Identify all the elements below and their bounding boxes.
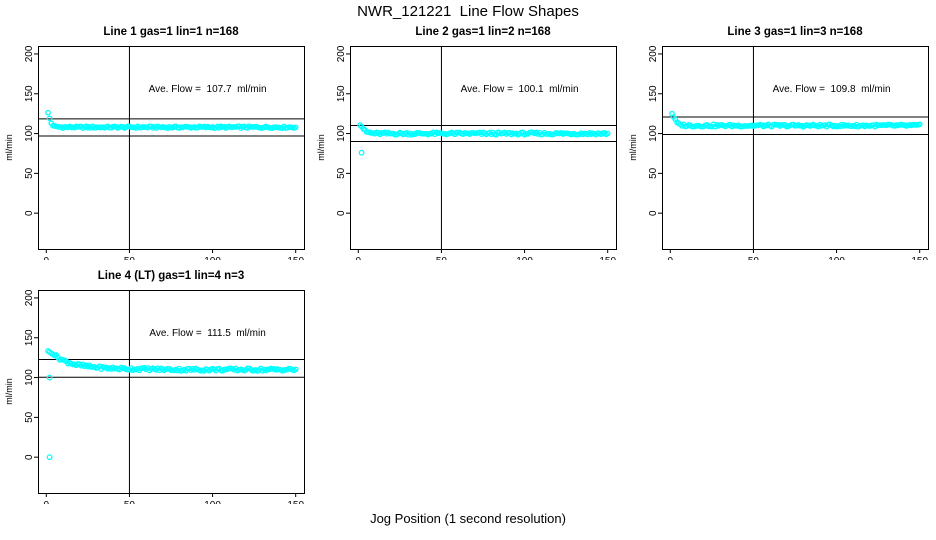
ave-flow-annotation: Ave. Flow = 109.8 ml/min: [773, 84, 891, 95]
x-tick-label: 50: [436, 256, 448, 260]
y-tick-label: 0: [648, 210, 659, 216]
x-tick-label: 0: [668, 256, 674, 260]
y-tick-label: 200: [24, 289, 35, 306]
x-tick-label: 100: [828, 256, 845, 260]
flow-point: [45, 109, 51, 116]
x-tick-label: 100: [516, 256, 533, 260]
plot-box: [38, 46, 305, 250]
flow-outlier-point: [46, 454, 53, 461]
ave-flow-annotation: Ave. Flow = 107.7 ml/min: [149, 84, 267, 95]
ave-flow-annotation: Ave. Flow = 111.5 ml/min: [149, 328, 265, 339]
x-tick-label: 150: [911, 256, 928, 260]
y-axis-label: ml/min: [4, 134, 14, 161]
figure-xlabel: Jog Position (1 second resolution): [370, 511, 566, 526]
x-tick-label: 100: [204, 256, 221, 260]
x-axis: 0 50 100 150: [356, 249, 616, 260]
x-axis: 0 50 100 150: [668, 249, 928, 260]
data-points: [45, 109, 299, 131]
flow-point: [604, 130, 611, 137]
subplot-cell-line-3: 0 50 100 150 0 50 100 150 200 ml/min Line 3 gas=1 …: [624, 16, 936, 260]
subplot-cell-line-1: 0 50 100 150 0 50 100 150 200 ml/min Line 1 gas=1 …: [0, 16, 312, 260]
y-axis-label: ml/min: [316, 134, 326, 161]
y-tick-label: 0: [24, 210, 35, 216]
y-tick-label: 200: [648, 45, 659, 62]
x-axis: 0 50 100 150: [44, 493, 304, 504]
y-tick-label: 100: [648, 125, 659, 142]
plot-box: [38, 290, 305, 494]
y-axis: 0 50 100 150 200: [648, 45, 662, 216]
y-tick-label: 100: [24, 369, 35, 386]
subplot-title: Line 2 gas=1 lin=2 n=168: [415, 26, 551, 38]
flow-outlier-point: [46, 374, 53, 381]
figure-title: NWR_121221 Line Flow Shapes: [357, 3, 579, 20]
flow-point: [292, 124, 299, 131]
x-tick-label: 0: [44, 256, 50, 260]
y-tick-label: 0: [24, 454, 35, 460]
x-tick-label: 150: [287, 256, 304, 260]
plot-box: [662, 46, 929, 250]
data-points: [669, 110, 923, 130]
y-tick-label: 50: [336, 167, 347, 179]
x-tick-label: 150: [599, 256, 616, 260]
y-axis-label: ml/min: [628, 134, 638, 161]
y-tick-label: 150: [24, 85, 35, 102]
y-tick-label: 200: [24, 45, 35, 62]
y-tick-label: 100: [24, 125, 35, 142]
x-tick-label: 0: [44, 500, 50, 504]
subplot-line-3: 0 50 100 150 0 50 100 150 200 ml/min Line 3 gas=1 …: [628, 26, 929, 260]
flow-point: [46, 115, 53, 122]
subplot-title: Line 3 gas=1 lin=3 n=168: [727, 26, 863, 38]
y-tick-label: 150: [336, 85, 347, 102]
y-tick-label: 50: [24, 167, 35, 179]
data-points: [45, 348, 299, 461]
subplot-cell-line-4: 0 50 100 150 0 50 100 150 200 ml/min Line 4 (LT) g…: [0, 260, 312, 504]
y-tick-label: 50: [24, 411, 35, 423]
x-tick-label: 50: [124, 256, 136, 260]
subplot-line-4: 0 50 100 150 0 50 100 150 200 ml/min Line 4 (LT) g…: [4, 270, 305, 504]
subplot-title: Line 1 gas=1 lin=1 n=168: [103, 26, 239, 38]
x-axis: 0 50 100 150: [44, 249, 304, 260]
flow-outlier-point: [358, 149, 365, 156]
x-tick-label: 100: [204, 500, 221, 504]
ave-flow-annotation: Ave. Flow = 100.1 ml/min: [461, 84, 579, 95]
y-tick-label: 150: [24, 329, 35, 346]
y-axis-label: ml/min: [4, 378, 14, 405]
x-tick-label: 50: [748, 256, 760, 260]
y-tick-label: 50: [648, 167, 659, 179]
x-tick-label: 50: [124, 500, 136, 504]
y-tick-label: 150: [648, 85, 659, 102]
y-tick-label: 0: [336, 210, 347, 216]
x-tick-label: 0: [356, 256, 362, 260]
flow-point: [916, 121, 923, 128]
subplot-cell-line-2: 0 50 100 150 0 50 100 150 200 ml/min Line 2 gas=1 …: [312, 16, 624, 260]
flow-point: [292, 366, 299, 373]
y-axis: 0 50 100 150 200: [24, 289, 38, 460]
y-axis: 0 50 100 150 200: [336, 45, 350, 216]
y-tick-label: 200: [336, 45, 347, 62]
data-points: [357, 122, 611, 156]
x-tick-label: 150: [287, 500, 304, 504]
subplot-title: Line 4 (LT) gas=1 lin=4 n=3: [98, 270, 244, 282]
y-axis: 0 50 100 150 200: [24, 45, 38, 216]
subplot-line-2: 0 50 100 150 0 50 100 150 200 ml/min Line 2 gas=1 …: [316, 26, 617, 260]
plot-box: [350, 46, 617, 250]
y-tick-label: 100: [336, 125, 347, 142]
subplot-line-1: 0 50 100 150 0 50 100 150 200 ml/min Line 1 gas=1 …: [4, 26, 305, 260]
